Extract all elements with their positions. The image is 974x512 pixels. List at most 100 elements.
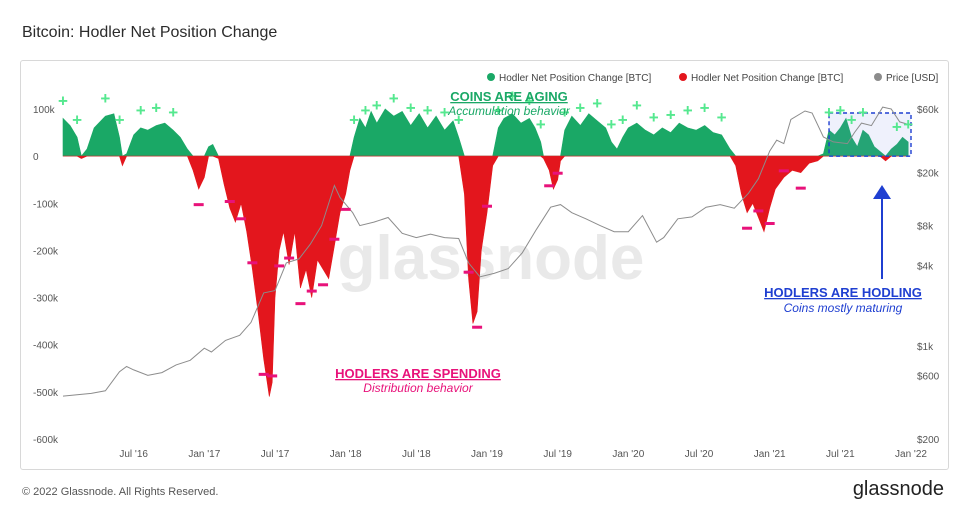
- plus-marker: +: [683, 101, 693, 120]
- plus-marker: +: [560, 103, 570, 122]
- plus-marker: +: [700, 99, 710, 118]
- chart-canvas: glassnode ++++ + + + + + + + + + + + ++ +++ + ++ +++ + + + +…: [33, 73, 940, 460]
- plus-marker: +: [592, 94, 602, 113]
- plus-marker: +: [100, 89, 110, 108]
- legend-swatch: [874, 73, 882, 81]
- plus-marker: +: [858, 103, 868, 122]
- plus-marker: +: [632, 96, 642, 115]
- x-axis-tick-label: Jan '18: [330, 449, 362, 460]
- right-axis-tick-label: $200: [917, 435, 940, 446]
- page-title: Bitcoin: Hodler Net Position Change: [22, 24, 278, 41]
- minus-marker: [295, 302, 306, 306]
- hodling-highlight-box: [828, 112, 912, 157]
- minus-marker: [236, 217, 247, 221]
- left-axis-tick-label: -500k: [33, 388, 59, 399]
- plus-marker: +: [536, 115, 546, 134]
- x-axis-tick-label: Jul '19: [543, 449, 572, 460]
- minus-marker: [340, 207, 351, 211]
- legend-swatch: [679, 73, 687, 81]
- x-axis-tick-label: Jan '20: [612, 449, 644, 460]
- x-axis-tick-label: Jan '19: [471, 449, 503, 460]
- hodling-arrow-head: [873, 185, 891, 199]
- legend-label: Price [USD]: [886, 73, 938, 84]
- chart-panel: glassnode + + + + + + + + + + + + + + + + + + + + + + + + + + + + + +…: [20, 60, 949, 470]
- plus-marker: +: [406, 99, 416, 118]
- left-axis-tick-label: -100k: [33, 199, 59, 210]
- x-axis-tick-label: Jul '20: [685, 449, 714, 460]
- left-axis-tick-label: -600k: [33, 435, 59, 446]
- plus-marker: +: [360, 101, 370, 120]
- legend-label: Hodler Net Position Change [BTC]: [499, 73, 652, 84]
- minus-marker: [193, 203, 204, 207]
- minus-marker: [742, 226, 753, 230]
- plus-marker: +: [72, 110, 82, 129]
- minus-marker: [463, 270, 474, 274]
- minus-marker: [482, 204, 492, 208]
- plus-marker: +: [136, 101, 146, 120]
- plus-marker: +: [618, 110, 628, 129]
- left-axis-tick-label: -200k: [33, 246, 59, 257]
- minus-marker: [552, 171, 563, 175]
- plus-marker: +: [717, 108, 727, 127]
- minus-marker: [472, 325, 483, 329]
- spending-annotation-subtitle: Distribution behavior: [363, 381, 473, 395]
- hodling-annotation-subtitle: Coins mostly maturing: [784, 301, 903, 315]
- minus-marker: [753, 209, 764, 213]
- chart-watermark: glassnode: [338, 224, 645, 293]
- plus-marker: +: [903, 115, 913, 134]
- plus-marker: +: [115, 110, 125, 129]
- left-axis-tick-label: 100k: [33, 105, 56, 116]
- minus-marker: [318, 283, 329, 287]
- right-axis-tick-label: $60k: [917, 105, 940, 116]
- copyright-footer: © 2022 Glassnode. All Rights Reserved.: [22, 486, 219, 498]
- plus-marker: +: [507, 87, 517, 106]
- plus-marker: +: [892, 117, 902, 136]
- x-axis-tick-label: Jan '17: [188, 449, 220, 460]
- left-axis-tick-label: 0: [33, 152, 39, 163]
- minus-marker: [267, 374, 278, 378]
- plus-marker: +: [493, 101, 503, 120]
- plus-marker: +: [372, 96, 382, 115]
- price-series-line: [62, 106, 909, 397]
- minus-marker: [764, 222, 775, 225]
- x-axis-tick-label: Jan '22: [895, 449, 927, 460]
- hodling-annotation-title: HODLERS ARE HODLING: [764, 285, 922, 300]
- minus-marker: [224, 200, 235, 203]
- x-axis-tick-label: Jul '17: [261, 449, 290, 460]
- minus-marker: [247, 261, 258, 265]
- plus-marker: +: [835, 101, 845, 120]
- right-axis-tick-label: $8k: [917, 222, 934, 233]
- plus-marker: +: [824, 103, 834, 122]
- minus-marker: [274, 264, 285, 268]
- left-axis-tick-label: -400k: [33, 341, 59, 352]
- plus-marker: +: [168, 103, 178, 122]
- x-axis-tick-label: Jul '16: [119, 449, 148, 460]
- aging-annotation-subtitle: Accumulation behavior: [447, 104, 570, 118]
- plus-marker: +: [649, 108, 659, 127]
- plus-marker: +: [423, 101, 433, 120]
- aging-annotation-title: COINS ARE AGING: [450, 89, 568, 104]
- plus-marker: +: [151, 99, 161, 118]
- left-axis-tick-label: -300k: [33, 294, 59, 305]
- negative-net-position-area: [63, 155, 909, 397]
- plus-marker: +: [524, 91, 534, 110]
- x-axis-tick-label: Jul '18: [402, 449, 431, 460]
- plus-marker: +: [575, 99, 585, 118]
- minus-marker: [284, 256, 295, 260]
- plus-marker: +: [389, 89, 399, 108]
- plus-marker: +: [440, 103, 450, 122]
- glassnode-logo: glassnode: [852, 478, 944, 500]
- x-axis-tick-label: Jan '21: [754, 449, 786, 460]
- minus-marker: [306, 289, 317, 293]
- plus-marker: +: [606, 115, 616, 134]
- plus-marker: +: [349, 110, 359, 129]
- legend-swatch: [487, 73, 495, 81]
- plus-marker: +: [454, 110, 464, 129]
- right-axis-tick-label: $1k: [917, 342, 934, 353]
- plus-marker: +: [666, 106, 676, 125]
- minus-marker: [544, 184, 555, 188]
- x-axis-tick-label: Jul '21: [826, 449, 855, 460]
- minus-marker: [258, 372, 269, 376]
- plus-marker: +: [847, 110, 857, 129]
- right-axis-tick-label: $600: [917, 371, 940, 382]
